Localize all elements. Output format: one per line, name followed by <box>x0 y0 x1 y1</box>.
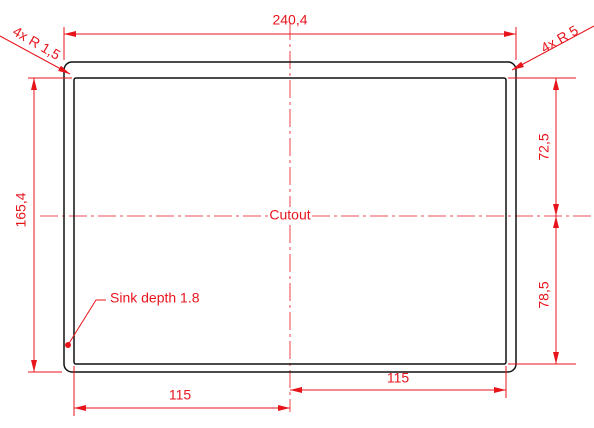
annotation: 4x R 1,5 <box>10 23 63 63</box>
annotation: 4x R 5 <box>538 22 581 56</box>
dimension-label: 115 <box>387 370 410 386</box>
annotation: Sink depth 1.8 <box>110 290 200 306</box>
inner-outline <box>73 77 507 365</box>
leader-line <box>0 35 71 75</box>
outer-outline <box>63 61 517 373</box>
label-background <box>268 207 312 225</box>
dimension-label: 72,5 <box>536 133 552 160</box>
annotation: Cutout <box>269 207 310 223</box>
dimension-label: 78,5 <box>536 281 552 308</box>
dimension-label: 240,4 <box>272 12 307 28</box>
leader-line <box>67 299 106 346</box>
dimension-label: 165,4 <box>13 192 29 227</box>
leader-line <box>511 25 594 71</box>
dimension-label: 115 <box>169 387 192 403</box>
